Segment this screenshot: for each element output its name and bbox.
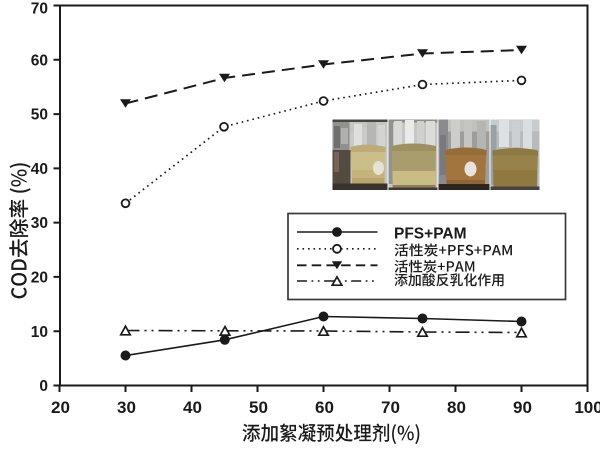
svg-text:60: 60	[31, 52, 48, 69]
svg-text:PFS+PAM: PFS+PAM	[394, 225, 467, 242]
svg-text:70: 70	[381, 398, 400, 417]
svg-text:90: 90	[513, 398, 532, 417]
svg-text:30: 30	[117, 398, 136, 417]
svg-text:50: 50	[249, 398, 268, 417]
svg-text:40: 40	[31, 161, 48, 178]
svg-text:0: 0	[39, 378, 48, 395]
svg-text:30: 30	[31, 215, 48, 232]
svg-text:20: 20	[31, 270, 48, 287]
svg-text:50: 50	[31, 107, 48, 124]
svg-text:70: 70	[31, 1, 48, 18]
svg-text:60: 60	[315, 398, 334, 417]
svg-text:10: 10	[31, 324, 48, 341]
svg-text:20: 20	[51, 398, 70, 417]
svg-text:100: 100	[574, 398, 600, 417]
svg-text:40: 40	[183, 398, 202, 417]
svg-text:80: 80	[447, 398, 466, 417]
